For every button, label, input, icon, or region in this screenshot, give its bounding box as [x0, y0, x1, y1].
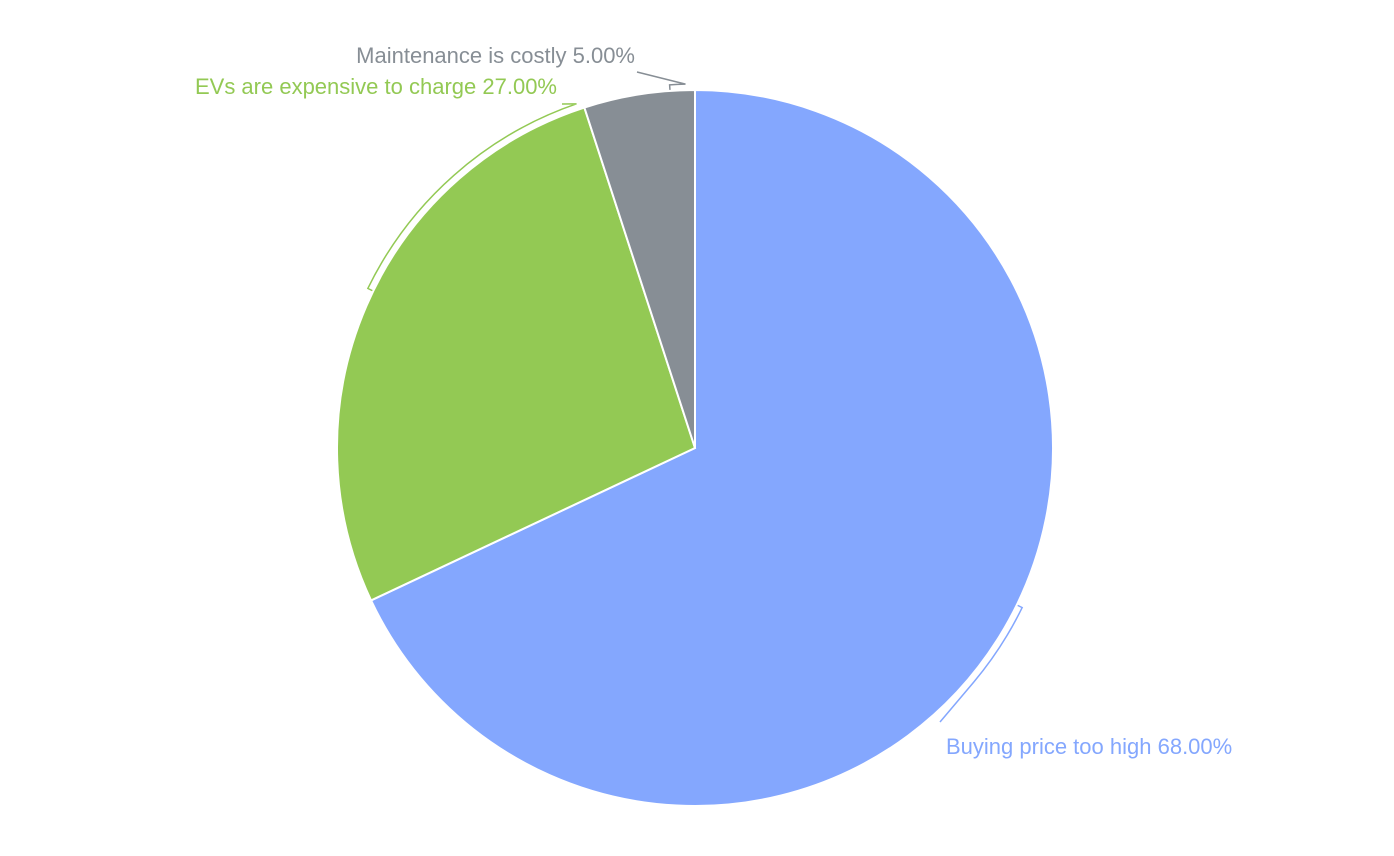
slice-category: EVs are expensive to charge — [195, 74, 476, 99]
pie-slice — [369, 88, 1054, 807]
slice-category: Maintenance is costly — [356, 43, 566, 68]
leader-line — [366, 103, 577, 292]
pie-slice — [583, 88, 696, 449]
slice-label: Maintenance is costly 5.00% — [356, 43, 635, 68]
leader-line — [636, 71, 686, 90]
slice-value-label: 5.00% — [573, 43, 635, 68]
slice-category: Buying price too high — [946, 734, 1151, 759]
slice-label: EVs are expensive to charge 27.00% — [195, 74, 557, 99]
leader-line — [939, 604, 1024, 723]
pie-slice — [336, 106, 697, 602]
slice-value-label: 68.00% — [1158, 734, 1233, 759]
slice-label: Buying price too high 68.00% — [946, 734, 1232, 759]
slice-value-label: 27.00% — [482, 74, 557, 99]
